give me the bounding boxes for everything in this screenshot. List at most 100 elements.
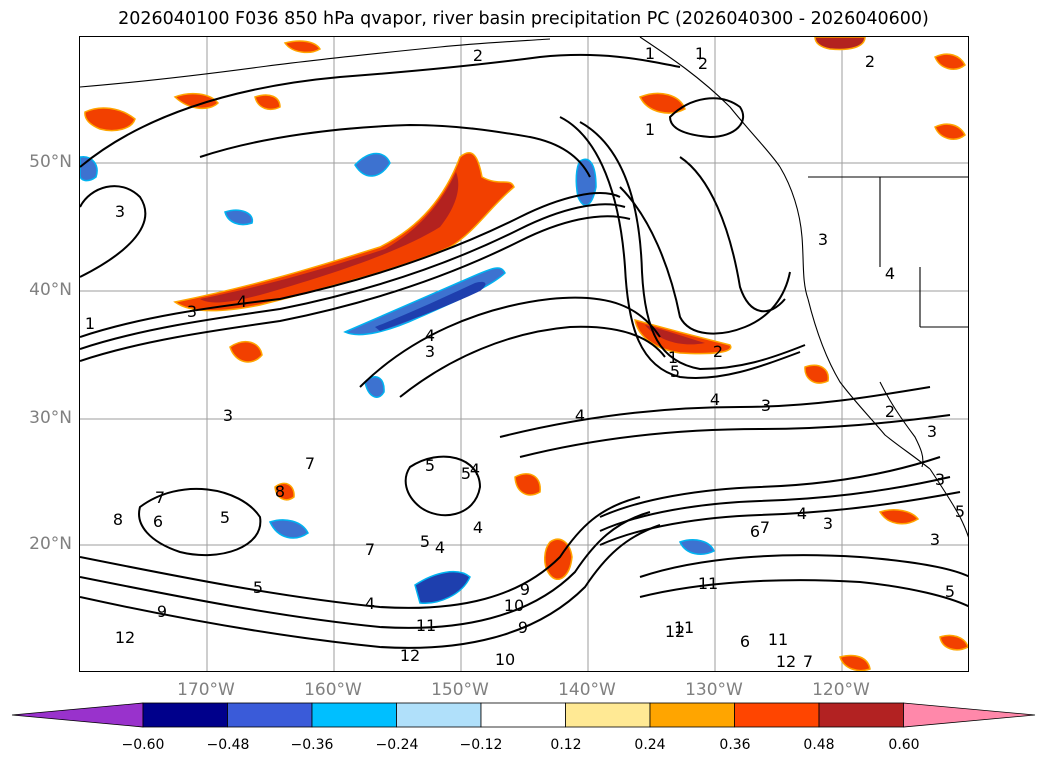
colorbar-extend-high — [903, 702, 1036, 728]
alaska-coast — [80, 38, 551, 88]
contour-label: 4 — [473, 518, 483, 537]
colorbar-tick-label: −0.48 — [206, 737, 250, 753]
contour-label: 2 — [473, 46, 483, 65]
contour-label: 10 — [504, 596, 524, 615]
precip-cell-negative-w3 — [224, 209, 254, 226]
precip-fill-negative — [80, 152, 715, 604]
lon-label-150w: 150°W — [431, 680, 489, 700]
precip-cell-west2 — [254, 94, 281, 110]
bc-coast — [779, 166, 809, 300]
precip-cell-sub5 — [839, 654, 871, 671]
contour-label: 5 — [670, 362, 680, 381]
colorbar-extend-low — [11, 702, 144, 728]
contour-eq-2 — [519, 414, 951, 458]
contour-label: 3 — [187, 302, 197, 321]
contour-label: 4 — [237, 292, 247, 311]
colorbar-tick-label: −0.24 — [375, 737, 419, 753]
contour-label: 11 — [674, 618, 694, 637]
precip-cell-nw1 — [84, 107, 136, 132]
contour-label: 11 — [416, 616, 436, 635]
contour-label: 1 — [695, 44, 705, 63]
contour-label: 3 — [823, 514, 833, 533]
contour-label: 2 — [698, 54, 708, 73]
precip-cell-midw — [229, 340, 263, 363]
contour-label: 9 — [157, 602, 167, 621]
precip-cell-nw2 — [173, 92, 220, 110]
contour-sub-2 — [599, 476, 951, 532]
precip-cell-negative-sw — [268, 519, 309, 539]
contour-label: 5 — [420, 532, 430, 551]
precip-band-negative-core — [375, 281, 486, 331]
contour-label: 1 — [85, 314, 95, 333]
contour-mid-2 — [399, 325, 666, 398]
contour-central-cell — [404, 455, 482, 517]
contour-label: 3 — [930, 530, 940, 549]
mexico-coast — [929, 468, 968, 538]
contour-3-north — [80, 53, 681, 168]
coastlines — [80, 37, 968, 538]
precip-band-north-pacific-core — [200, 172, 459, 303]
us-west-coast — [807, 298, 931, 470]
contour-label: 12 — [776, 652, 796, 671]
precip-cell-alaska1 — [283, 40, 322, 54]
contour-label: 6 — [750, 522, 760, 541]
contour-label: 3 — [818, 230, 828, 249]
precip-cell-negative-south — [414, 570, 471, 604]
contour-label: 2 — [885, 402, 895, 421]
colorbar-segment — [734, 702, 820, 728]
contour-label: 7 — [760, 518, 770, 537]
lon-label-120w: 120°W — [812, 680, 870, 700]
contour-label: 8 — [275, 482, 285, 501]
colorbar-tick-label: 0.24 — [634, 737, 666, 753]
colorbar-segment — [227, 702, 313, 728]
precip-cell-ne3 — [934, 123, 966, 140]
plot-title: 2026040100 F036 850 hPa qvapor, river ba… — [118, 9, 929, 29]
contour-jet-3 — [80, 215, 631, 362]
lat-label-50n: 50°N — [29, 152, 72, 172]
contour-ridge-2 — [679, 156, 786, 313]
contour-label: 3 — [223, 406, 233, 425]
contour-far-south — [639, 554, 968, 578]
precip-cell-coast — [804, 364, 829, 384]
contour-label: 7 — [155, 488, 165, 507]
contour-2-north — [199, 123, 591, 178]
contour-label: 3 — [927, 422, 937, 441]
contour-label: 4 — [435, 538, 445, 557]
precip-cell-sub4 — [939, 634, 968, 651]
contour-label: 4 — [710, 390, 720, 409]
contour-mid-1 — [359, 296, 661, 388]
precip-cell-west1 — [274, 482, 295, 501]
precip-cell-negative-north — [354, 152, 391, 177]
contour-label: 12 — [115, 628, 135, 647]
contour-label: 5 — [945, 582, 955, 601]
contour-label: 3 — [425, 342, 435, 361]
contour-eq-1 — [499, 386, 931, 438]
contour-label: 1 — [645, 120, 655, 139]
baja — [879, 381, 924, 468]
colorbar-segment — [818, 702, 904, 728]
contour-label: 5 — [955, 502, 965, 521]
alaska-panhandle — [639, 37, 781, 168]
colorbar-segment — [480, 702, 566, 728]
contour-label: 12 — [400, 646, 420, 665]
lat-label-40n: 40°N — [29, 280, 72, 300]
contour-label: 4 — [470, 460, 480, 479]
contour-label: 3 — [761, 396, 771, 415]
border-states — [879, 177, 968, 328]
precip-cell-sub3 — [878, 509, 920, 525]
contour-jet-1 — [80, 192, 621, 338]
lat-label-20n: 20°N — [29, 534, 72, 554]
precip-cell-sub2 — [514, 473, 541, 496]
contour-south-1 — [80, 496, 641, 609]
lon-label-160w: 160°W — [304, 680, 362, 700]
contour-label: 5 — [461, 464, 471, 483]
contour-label: 5 — [425, 456, 435, 475]
contour-label: 1 — [645, 44, 655, 63]
contour-label: 7 — [803, 652, 813, 671]
colorbar — [11, 702, 1036, 728]
precip-cell-negative-east — [678, 539, 715, 555]
graticule — [80, 37, 968, 671]
